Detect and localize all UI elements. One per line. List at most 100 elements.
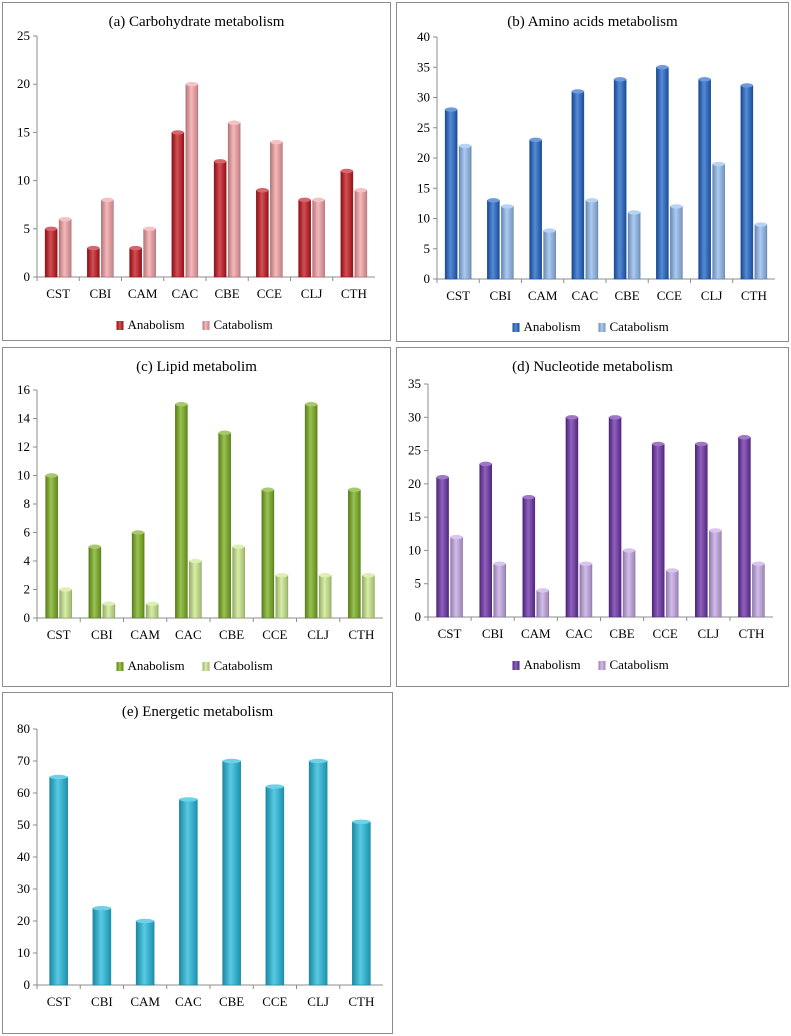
bar-catabolism-clj (712, 163, 725, 280)
bar-cap (185, 82, 198, 87)
bar-cap (261, 487, 274, 492)
y-tick-label: 8 (24, 496, 31, 511)
y-tick-label: 10 (408, 542, 421, 557)
y-tick-label: 16 (17, 382, 31, 397)
bar-catabolism-clj (318, 575, 332, 619)
legend-swatch-catabolism (598, 661, 606, 670)
bar-catabolism-cce (275, 575, 289, 619)
bar-value-cbi (92, 907, 112, 986)
x-tick-label: CST (446, 288, 470, 303)
bar-cap (362, 573, 375, 578)
x-tick-label: CTH (348, 994, 374, 1009)
y-tick-label: 40 (417, 29, 430, 44)
legend-label-catabolism: Catabolism (610, 657, 669, 672)
bar-cap (132, 530, 145, 535)
bar-anabolism-cth (738, 437, 751, 618)
y-tick-label: 40 (17, 849, 30, 864)
x-tick-label: CBE (614, 288, 639, 303)
bar-catabolism-cam (536, 590, 550, 618)
y-tick-label: 35 (417, 59, 430, 74)
bar-catabolism-cce (665, 570, 679, 618)
bar-cap (459, 143, 472, 149)
bar-catabolism-cbe (627, 212, 641, 280)
bar-cap (738, 435, 751, 440)
y-tick-label: 50 (17, 817, 30, 832)
bar-catabolism-clj (709, 530, 722, 618)
bar-cap (214, 159, 227, 164)
x-tick-label: CBE (219, 627, 244, 642)
bar-cap (348, 487, 361, 492)
bar-anabolism-cbi (88, 546, 102, 619)
x-tick-label: CTH (738, 626, 764, 641)
x-tick-label: CLJ (307, 627, 329, 642)
bar-cap (354, 188, 367, 193)
bar-catabolism-cac (189, 560, 202, 619)
bar-catabolism-cst (450, 536, 463, 618)
y-tick-label: 12 (17, 439, 30, 454)
y-tick-label: 30 (17, 881, 30, 896)
bar-cap (59, 587, 72, 592)
chart-panel-d: (d) Nucleotide metabolism 0 5 10 15 20 25 30 35 C… (396, 347, 789, 687)
y-tick-label: 20 (17, 913, 30, 928)
bar-catabolism-cst (59, 589, 72, 619)
bar-catabolism-cam (143, 228, 156, 278)
bar-cap (623, 548, 636, 553)
y-tick-label: 15 (408, 509, 421, 524)
x-tick-label: CBI (90, 286, 112, 301)
bar-cap (571, 89, 584, 94)
bar-cap (179, 797, 198, 802)
y-tick-label: 25 (408, 443, 421, 458)
x-tick-label: CAM (528, 288, 558, 303)
x-tick-label: CAM (130, 994, 160, 1009)
bar-cap (614, 77, 627, 82)
bar-cap (628, 210, 641, 215)
bar-catabolism-cbe (622, 550, 636, 618)
legend-swatch-catabolism (598, 323, 606, 332)
bar-anabolism-cst (436, 476, 449, 618)
x-tick-label: CBI (490, 288, 512, 303)
y-tick-label: 0 (424, 271, 431, 286)
bar-cap (754, 222, 767, 227)
bar-value-cac (179, 799, 198, 986)
bar-cap (143, 226, 156, 231)
chart-panel-c: (c) Lipid metabolim 0 2 4 6 8 10 12 14 16 CST CBI CA… (2, 347, 391, 687)
y-tick-label: 15 (417, 180, 430, 195)
bar-cap (579, 561, 592, 566)
bar-cap (436, 475, 449, 480)
legend-label-catabolism: Catabolism (214, 317, 273, 332)
y-tick-label: 80 (17, 721, 30, 736)
legend-label-catabolism: Catabolism (214, 658, 273, 673)
bar-catabolism-cth (752, 563, 765, 618)
chart-title: (a) Carbohydrate metabolism (109, 14, 285, 30)
chart-panel-b: (b) Amino acids metabolism 0 5 10 15 20 25 30 35… (396, 2, 789, 342)
bar-value-cce (265, 786, 285, 986)
y-tick-label: 30 (417, 90, 430, 105)
bar-cap (298, 197, 311, 203)
chart-title: (c) Lipid metabolim (136, 359, 257, 375)
x-tick-label: CAM (130, 627, 160, 642)
x-tick-label: CAM (521, 626, 551, 641)
bar-cap (49, 774, 68, 780)
legend-swatch-anabolism (116, 321, 124, 330)
y-tick-label: 10 (17, 945, 30, 960)
bar-cap (656, 65, 669, 70)
x-tick-label: CAC (572, 288, 599, 303)
bar-cap (59, 216, 72, 222)
bar-cap (101, 197, 114, 203)
bar-catabolism-cce (270, 141, 283, 278)
bar-cap (670, 204, 683, 209)
bar-cap (487, 198, 500, 203)
bar-value-cth (352, 821, 371, 986)
x-tick-label: CAC (175, 627, 202, 642)
y-tick-label: 60 (17, 785, 30, 800)
bar-cap (222, 758, 241, 764)
bar-anabolism-cam (522, 496, 536, 618)
bar-catabolism-cth (354, 189, 368, 278)
bar-cap (445, 107, 458, 112)
y-tick-label: 5 (415, 576, 422, 591)
bar-value-clj (308, 760, 328, 986)
bar-anabolism-cbe (213, 161, 227, 278)
bar-cap (666, 568, 679, 573)
bar-cap (712, 161, 725, 167)
bar-cap (501, 204, 514, 209)
